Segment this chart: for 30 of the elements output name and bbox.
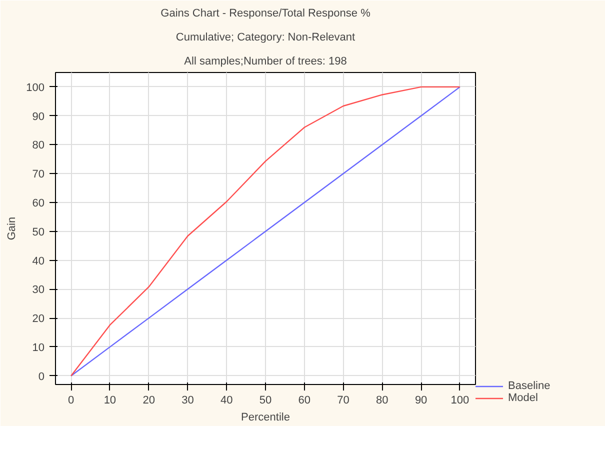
x-tick-label: 50 (259, 394, 272, 406)
chart-subtitle: Cumulative; Category: Non-Relevant (176, 32, 356, 44)
text: All samples;Number of trees: 198 (184, 56, 347, 68)
x-tick-label: 20 (142, 394, 155, 406)
x-tick-label: 40 (220, 394, 233, 406)
legend-label: Baseline (508, 380, 550, 392)
y-tick-label: 60 (32, 198, 45, 210)
x-axis-title: Percentile (241, 412, 290, 424)
x-tick-label: 80 (376, 394, 388, 406)
x-tick-label: 0 (68, 394, 74, 406)
y-tick-label: 40 (32, 255, 45, 268)
y-tick-label: 20 (32, 313, 45, 326)
x-tick-label: 70 (337, 394, 350, 406)
y-tick-label: 30 (32, 284, 45, 296)
x-tick-label: 60 (298, 394, 311, 406)
y-tick-label: 0 (38, 370, 45, 383)
legend-label: Model (508, 392, 538, 404)
y-axis-title: Gain (6, 216, 18, 240)
x-tick-label: 10 (104, 394, 116, 406)
line-series (70, 86, 461, 376)
y-tick-label: 80 (32, 140, 45, 152)
y-tick-label: 70 (32, 168, 45, 181)
y-tick-label: 90 (32, 110, 45, 123)
x-tick-label: 90 (414, 394, 428, 406)
chart-title: Gains Chart - Response/Total Response % (160, 8, 371, 20)
y-tick-label: 10 (32, 342, 45, 354)
y-tick-label: 100 (26, 82, 45, 94)
y-tick-label: 50 (32, 226, 45, 238)
x-tick-label: 30 (182, 394, 194, 406)
x-tick-label: 100 (450, 394, 470, 406)
